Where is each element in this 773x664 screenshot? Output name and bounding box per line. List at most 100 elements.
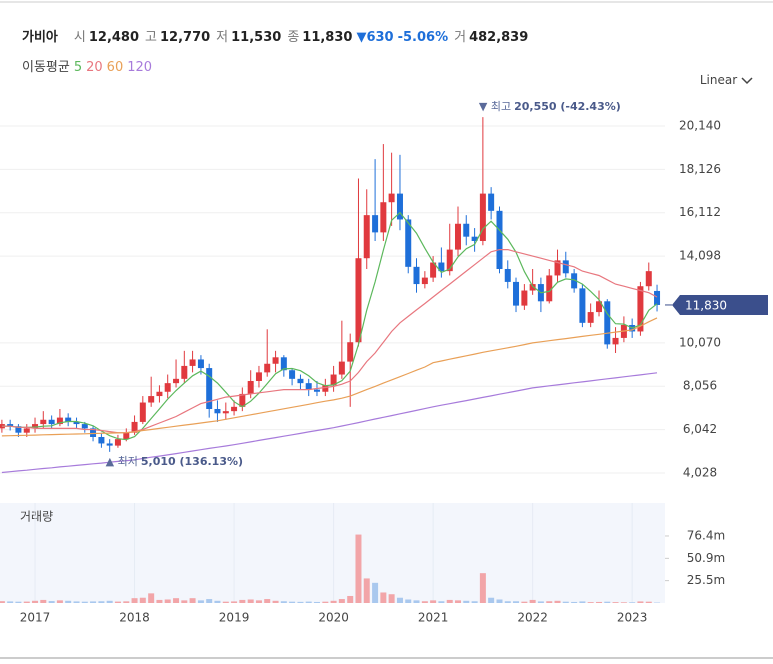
candle-body (280, 357, 287, 371)
candle-body (347, 342, 354, 362)
candle-body (164, 383, 171, 392)
volume-bar (396, 597, 403, 603)
annotation-marker: ▼ 최고 (479, 100, 511, 113)
candle-body (81, 424, 88, 429)
volume-bar (454, 600, 461, 603)
volume-bar (289, 601, 296, 603)
candle-body (114, 439, 121, 446)
candle-body (363, 215, 370, 259)
candle-body (90, 428, 97, 437)
candle-body (189, 359, 196, 366)
volume-bar (81, 601, 88, 603)
volume-bar (488, 597, 495, 603)
candle-body (604, 301, 611, 345)
candle-body (330, 374, 337, 386)
volume-bar (521, 601, 528, 603)
volume-bar (446, 599, 453, 603)
candle-body (156, 391, 163, 397)
y-tick-label: 14,098 (679, 249, 721, 263)
volume-tick-label: 25.5m (687, 573, 725, 587)
legend-title: 이동평균 (22, 60, 70, 75)
quote-header: 가비아 시 12,480 고 12,770 저 11,530 종 11,830 ▼630 -5.06… (22, 26, 528, 45)
volume-bar (40, 599, 47, 603)
candle-body (7, 424, 14, 427)
y-tick-label: 16,112 (679, 205, 721, 219)
annotation-marker: ▲ 최저 (106, 455, 138, 468)
candle-body (372, 215, 379, 233)
annotation: ▲ 최저 5,010 (136.13%) (106, 455, 243, 468)
candle-body (56, 417, 63, 425)
candle-body (513, 281, 520, 306)
candle-body (396, 193, 403, 220)
candle-body (463, 223, 470, 237)
volume-bar (496, 599, 503, 603)
candle-body (496, 210, 503, 269)
candle-body (255, 372, 262, 381)
volume-bar (413, 600, 420, 603)
candle-body (98, 436, 105, 444)
scale-selector[interactable]: Linear (700, 73, 753, 87)
candle-body (272, 357, 279, 364)
y-tick-label: 20,140 (679, 118, 721, 132)
legend-entry: 20 (86, 60, 103, 75)
field-label: 시 (73, 30, 86, 45)
candle-body (305, 383, 312, 390)
volume-bar (372, 582, 379, 603)
scale-label: Linear (699, 73, 738, 87)
volume-bar (438, 601, 445, 603)
candle-body (239, 393, 246, 407)
x-tick-label: 2021 (418, 611, 449, 625)
candle-body (405, 219, 412, 267)
volume-bar (504, 601, 511, 603)
volume-bar (65, 600, 72, 603)
candle-body (388, 193, 395, 203)
candle-body (637, 286, 644, 332)
y-tick-label: 10,070 (679, 335, 721, 349)
field-label: 종 (287, 30, 300, 45)
volume-bar (56, 600, 63, 603)
ma-legend: 이동평균 5 20 60 120 (22, 56, 156, 75)
candle-body (413, 266, 420, 285)
candle-body (15, 426, 22, 433)
volume-bar (297, 601, 304, 603)
volume-bar (620, 602, 627, 603)
volume-bar (23, 601, 30, 603)
candle-body (65, 417, 72, 422)
candle-body (338, 361, 345, 375)
volume-bar (529, 599, 536, 603)
candle-body (355, 258, 362, 343)
y-tick-label: 18,126 (679, 162, 721, 176)
candle-body (264, 363, 271, 373)
volume-bar (98, 601, 105, 603)
volume-bar (264, 599, 271, 603)
candle-body (571, 273, 578, 289)
volume-bar (255, 600, 262, 603)
candle-body (488, 193, 495, 211)
candle-body (123, 432, 130, 440)
candle-body (471, 236, 478, 241)
volume-bar (537, 601, 544, 603)
annotation: ▼ 최고 20,550 (-42.43%) (479, 100, 621, 113)
volume-bar (197, 600, 204, 603)
y-tick-label: 6,042 (683, 422, 717, 436)
x-tick-label: 2018 (119, 611, 150, 625)
candle-body (438, 262, 445, 272)
volume-bar (322, 601, 329, 603)
legend-entry: 60 (106, 60, 124, 75)
volume-bar (405, 599, 412, 603)
candle-body (596, 301, 603, 313)
last-price-tag (672, 294, 768, 315)
volume-bar (430, 600, 437, 603)
volume-bar (139, 597, 146, 603)
volume-bar (562, 601, 569, 603)
volume-bar (148, 593, 155, 603)
volume-bar (421, 601, 428, 603)
candle-body (32, 424, 39, 429)
y-tick-label: 8,056 (683, 379, 717, 393)
volume-bar (32, 600, 39, 603)
volume-bar (380, 592, 387, 603)
candle-body (297, 378, 304, 384)
candle-body (173, 378, 180, 384)
candle-body (454, 223, 461, 250)
